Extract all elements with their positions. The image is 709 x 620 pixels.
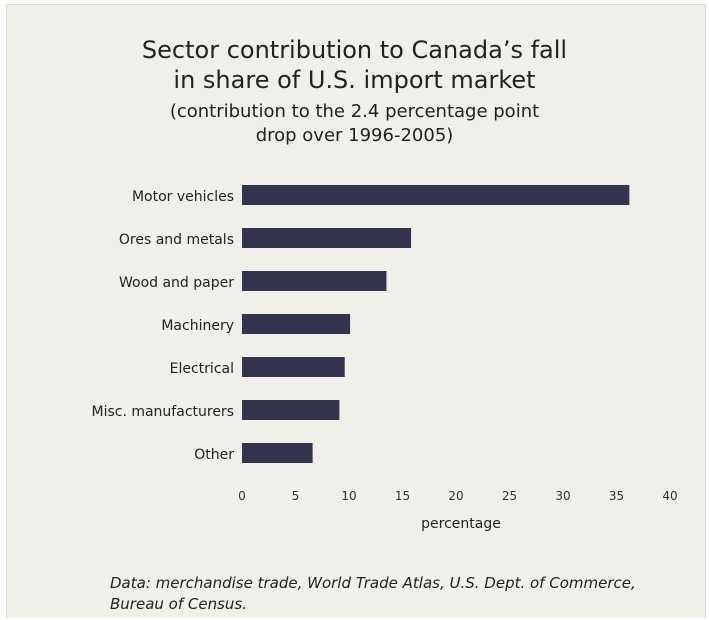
x-tick-label: 5 [292,489,300,503]
bar-machinery [242,314,351,334]
chart-subtitle-line-2: drop over 1996-2005) [255,125,454,146]
category-label: Wood and paper [119,275,234,291]
bar-other [242,443,313,463]
x-tick-label: 25 [502,489,517,503]
category-label: Machinery [161,318,234,334]
chart-panel [6,4,706,618]
chart-subtitle-line-1: (contribution to the 2.4 percentage poin… [169,101,540,122]
category-label: Other [194,447,234,463]
source-note: Data: merchandise trade, World Trade Atl… [110,573,670,615]
category-label: Ores and metals [119,232,234,248]
x-tick-label: 35 [609,489,624,503]
x-tick-label: 15 [395,489,410,503]
x-tick-label: 10 [341,489,356,503]
bar-chart: Motor vehicles Ores and metals Wood and pa… [91,185,678,532]
source-line-2: Bureau of Census. [110,595,247,613]
x-tick-label: 20 [448,489,463,503]
source-line-1: Data: merchandise trade, World Trade Atl… [110,574,636,592]
category-label: Electrical [170,361,234,377]
category-label: Misc. manufacturers [91,404,234,420]
category-label: Motor vehicles [132,189,234,205]
bar-electrical [242,357,345,377]
x-axis-label: percentage [421,516,501,532]
x-tick-label: 30 [555,489,570,503]
bar-ores-and-metals [242,228,412,248]
x-tick-label: 40 [662,489,677,503]
bar-misc-manufacturers [242,400,340,420]
chart-title-line-1: Sector contribution to Canada’s fall [141,36,568,64]
bar-motor-vehicles [242,185,630,205]
chart-title-line-2: in share of U.S. import market [173,66,536,94]
bar-wood-and-paper [242,271,387,291]
x-tick-label: 0 [238,489,246,503]
